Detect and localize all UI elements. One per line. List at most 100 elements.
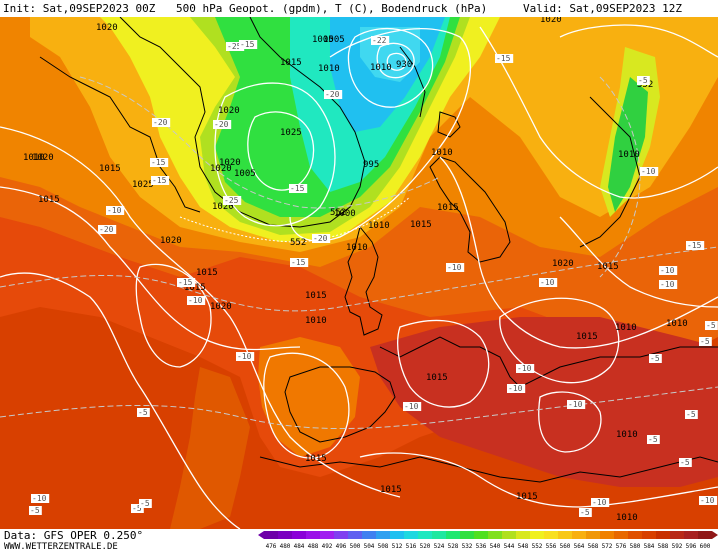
temp-label-bg: [591, 498, 610, 507]
legend-label: 568: [588, 543, 599, 550]
isobar-label: 1020: [32, 153, 54, 163]
temp-label-bg: [31, 494, 50, 503]
height-label: 552: [290, 238, 306, 248]
temp-label: -10: [660, 266, 675, 275]
legend-swatch: [292, 531, 306, 539]
isobar-label: 1020: [210, 302, 232, 312]
temp-label-bg: [152, 118, 171, 127]
temp-label: -5: [700, 337, 710, 346]
isobar-970: [386, 52, 407, 71]
temp-label-bg: [236, 352, 255, 361]
temp-label-bg: [507, 384, 526, 393]
temp-label-bg: [579, 508, 592, 517]
legend-swatch: [432, 531, 446, 539]
legend-swatch: [362, 531, 376, 539]
legend-swatch: [544, 531, 558, 539]
iberia-coast: [284, 366, 396, 443]
temp-label-bg: [539, 278, 558, 287]
temp-label-bg: [567, 400, 586, 409]
isobar-label: 1015: [380, 485, 402, 495]
isobar-label: 1010: [616, 430, 638, 440]
legend-swatch: [348, 531, 362, 539]
legend-label: 480: [280, 543, 291, 550]
temp-label-bg: [371, 36, 390, 45]
legend-label: 528: [448, 543, 459, 550]
temp-label-bg: [516, 364, 535, 373]
legend-swatch: [656, 531, 670, 539]
isobar-label: 1010: [346, 243, 368, 253]
isobar-1010-a: [439, 156, 718, 349]
temp-label-bg: [187, 296, 206, 305]
temp-label: -15: [240, 40, 255, 49]
temp-label-bg: [679, 458, 692, 467]
isobar-1015-n: [479, 26, 718, 199]
temp-label-bg: [223, 196, 242, 205]
temp-label: -10: [404, 402, 419, 411]
isobar-label: 1010: [23, 153, 45, 163]
map-title: 500 hPa Geopot. (gpdm), T (C), Bodendruc…: [176, 2, 488, 15]
isobar-label: 1005: [234, 169, 256, 179]
header-bar: Init: Sat,09SEP2023 00Z 500 hPa Geopot. …: [0, 0, 718, 17]
isobar-label: 1015: [305, 291, 327, 301]
legend-label: 540: [490, 543, 501, 550]
legend-label: 476: [266, 543, 277, 550]
legend-swatch: [502, 531, 516, 539]
isobar-label: 1010: [370, 63, 392, 73]
isobar-990: [347, 27, 434, 108]
temp-label: -15: [687, 241, 702, 250]
legend-label: 524: [434, 543, 445, 550]
legend-swatch: [390, 531, 404, 539]
temp-label: -20: [325, 90, 340, 99]
isobar-1015-e: [499, 297, 620, 384]
legend-label: 492: [322, 543, 333, 550]
temp-label-bg: [131, 504, 144, 513]
temp-minus20: [79, 76, 441, 209]
temp-label-bg: [139, 499, 152, 508]
temp-label-bg: [106, 206, 125, 215]
isobar-1015-ne: [559, 216, 718, 308]
isobar-label: 1005: [323, 35, 345, 45]
band-588: [0, 307, 718, 529]
isobar-label: 1020: [540, 17, 562, 25]
legend-label: 500: [350, 543, 361, 550]
data-source: Data: GFS OPER 0.250°: [4, 529, 144, 542]
isobar-label: 1015: [437, 203, 459, 213]
temp-minus5: [0, 386, 718, 430]
legend-label: 580: [630, 543, 641, 550]
isobar-label: 1015: [280, 58, 302, 68]
isobar-label: 1020: [210, 164, 232, 174]
temp-label-bg: [659, 266, 678, 275]
isobar-1020-w: [0, 272, 241, 529]
isobar-label: 1025: [280, 128, 302, 138]
isobar-label: 1015: [516, 492, 538, 502]
temp-label-bg: [699, 337, 712, 346]
temp-label-bg: [637, 76, 650, 85]
temp-label: -10: [592, 498, 607, 507]
temp-label-bg: [685, 410, 698, 419]
temp-label: -5: [638, 76, 648, 85]
temp-label: -5: [132, 504, 142, 513]
temp-label: -10: [568, 400, 583, 409]
legend-label: 600: [700, 543, 711, 550]
temp-label: -22: [372, 36, 387, 45]
temp-label: -15: [178, 278, 193, 287]
temp-label: -20: [153, 118, 168, 127]
temp-label-bg: [239, 40, 258, 49]
legend-label: 564: [574, 543, 585, 550]
legend-swatch: [474, 531, 488, 539]
temp-label-bg: [213, 120, 232, 129]
temp-label: -25: [224, 196, 239, 205]
temp-label-bg: [699, 496, 718, 505]
footer-bar: Data: GFS OPER 0.250° WWW.WETTERZENTRALE…: [0, 529, 718, 555]
temp-label: -10: [447, 263, 462, 272]
isobar-label: 1010: [431, 148, 453, 158]
temp-label-bg: [446, 263, 465, 272]
legend-label: 572: [602, 543, 613, 550]
temp-label-bg: [137, 408, 150, 417]
height-bands: [0, 17, 718, 529]
isobar-label: 1025: [132, 180, 154, 190]
temp-label: -25: [227, 42, 242, 51]
legend-swatch: [670, 531, 684, 539]
temp-label: -10: [188, 296, 203, 305]
